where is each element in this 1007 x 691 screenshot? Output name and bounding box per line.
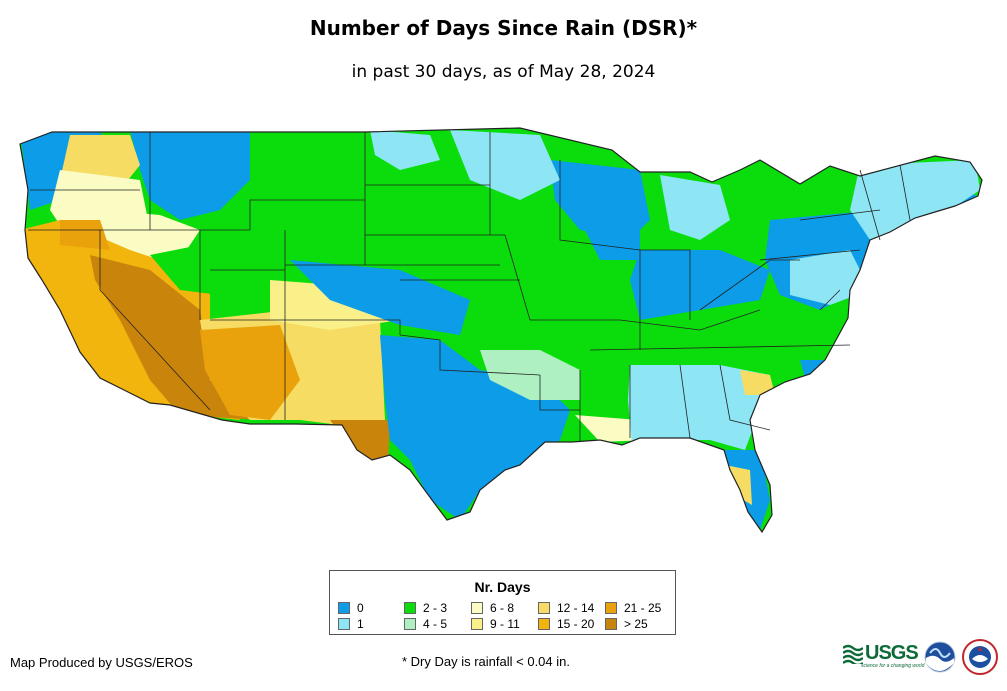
legend-item-1: 1: [338, 618, 364, 630]
nws-logo-icon: [962, 639, 998, 675]
legend-swatch: [471, 602, 483, 614]
legend-item-5: 9 - 11: [471, 618, 520, 630]
legend-item-8: 21 - 25: [605, 602, 661, 614]
legend-swatch: [404, 618, 416, 630]
legend-item-0: 0: [338, 602, 364, 614]
map-title: Number of Days Since Rain (DSR)*: [309, 16, 698, 40]
map-subtitle: in past 30 days, as of May 28, 2024: [351, 62, 656, 82]
legend-item-9: > 25: [605, 618, 648, 630]
legend-swatch: [404, 602, 416, 614]
legend-label: 9 - 11: [490, 617, 520, 631]
legend-swatch: [538, 602, 550, 614]
legend-item-4: 6 - 8: [471, 602, 514, 614]
map-credit: Map Produced by USGS/EROS: [10, 655, 193, 670]
legend-swatch: [471, 618, 483, 630]
legend-item-2: 2 - 3: [404, 602, 447, 614]
legend-swatch: [605, 618, 617, 630]
usgs-tagline: science for a changing world: [861, 663, 925, 669]
state-boundaries: [19, 127, 983, 534]
dry-day-footnote: * Dry Day is rainfall < 0.04 in.: [402, 654, 570, 669]
usgs-wave-icon: [843, 644, 863, 664]
legend-item-3: 4 - 5: [404, 618, 447, 630]
legend: Nr. Days 0 1 2 - 3 4 - 5 6 - 8 9 - 11 12…: [329, 570, 676, 635]
legend-label: 0: [357, 601, 364, 615]
legend-label: 6 - 8: [490, 601, 515, 615]
legend-swatch: [338, 618, 350, 630]
legend-label: 15 - 20: [557, 617, 595, 631]
noaa-logo-icon: [924, 641, 956, 673]
legend-label: 1: [357, 617, 364, 631]
legend-title: Nr. Days: [474, 579, 531, 595]
legend-swatch: [538, 618, 550, 630]
legend-label: 12 - 14: [557, 601, 595, 615]
legend-item-7: 15 - 20: [538, 618, 594, 630]
legend-label: 2 - 3: [423, 601, 448, 615]
usgs-wordmark: USGS: [865, 642, 919, 664]
legend-label: 21 - 25: [624, 601, 662, 615]
legend-swatch: [605, 602, 617, 614]
legend-swatch: [338, 602, 350, 614]
legend-item-6: 12 - 14: [538, 602, 594, 614]
usgs-logo: USGS science for a changing world: [843, 642, 924, 669]
dsr-map: [19, 127, 983, 534]
legend-label: > 25: [624, 617, 648, 631]
legend-label: 4 - 5: [423, 617, 448, 631]
dsr-color-layer: [20, 128, 982, 532]
